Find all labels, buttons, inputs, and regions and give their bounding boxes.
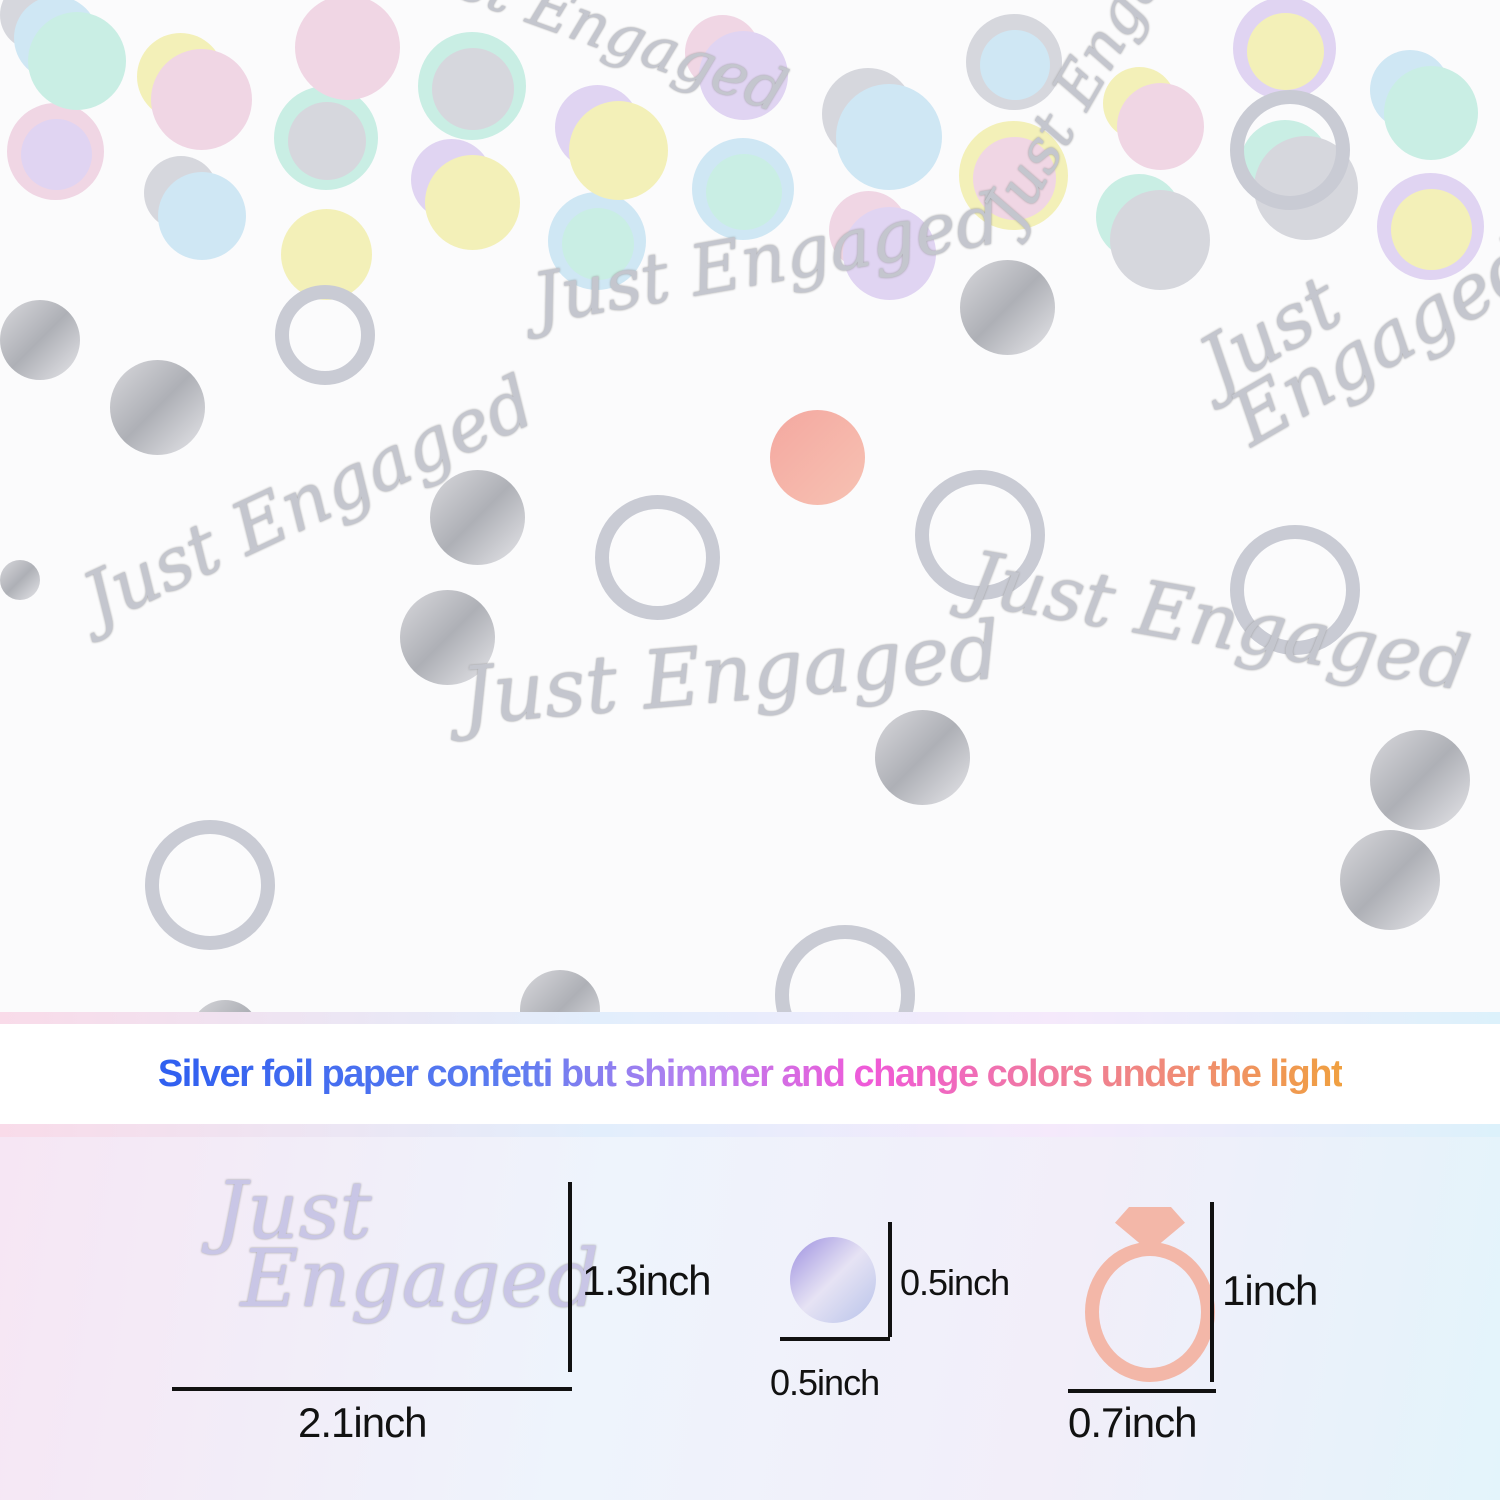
dot-piece-image <box>790 1237 876 1323</box>
confetti-dot <box>569 101 668 200</box>
confetti-dot <box>1110 190 1210 290</box>
dot-width-label: 0.5inch <box>770 1362 880 1403</box>
ring-height-label: 1inch <box>1222 1267 1318 1314</box>
confetti-dot <box>770 410 865 505</box>
ring-width-label: 0.7inch <box>1068 1399 1197 1446</box>
confetti-dot <box>0 560 40 600</box>
headline-band: Silver foil paper confetti but shimmer a… <box>0 1012 1500 1137</box>
confetti-dot <box>425 155 520 250</box>
confetti-dot <box>1247 13 1324 90</box>
confetti-dot <box>288 102 366 180</box>
confetti-ring <box>595 495 720 620</box>
script-width-label: 2.1inch <box>298 1399 427 1446</box>
confetti-dot <box>158 172 246 260</box>
confetti-just-engaged: Just Engaged <box>961 533 1476 709</box>
confetti-dot <box>960 260 1055 355</box>
confetti-dot <box>110 360 205 455</box>
confetti-dot <box>980 30 1050 100</box>
confetti-photo: Just Engaged Just Engaged Just Engaged Just… <box>0 0 1500 1012</box>
script-piece-image: Just Engaged <box>215 1164 600 1325</box>
confetti-dot <box>1340 830 1440 930</box>
confetti-dot <box>1370 730 1470 830</box>
headline: Silver foil paper confetti but shimmer a… <box>157 1052 1344 1095</box>
height-arrow <box>1210 1202 1214 1382</box>
confetti-dot <box>1384 66 1478 160</box>
confetti-dot <box>21 119 92 190</box>
confetti-ring <box>775 925 915 1012</box>
script-height-label: 1.3inch <box>582 1257 711 1304</box>
width-arrow <box>1068 1389 1216 1393</box>
ring-piece-image <box>1085 1242 1215 1382</box>
confetti-dot <box>400 590 495 685</box>
height-arrow <box>888 1222 892 1337</box>
confetti-dot <box>28 12 126 110</box>
dot-height-label: 0.5inch <box>900 1262 1010 1303</box>
confetti-dot <box>1391 189 1472 270</box>
confetti-dot <box>151 49 252 150</box>
confetti-dot <box>190 1000 260 1012</box>
confetti-dot <box>973 137 1056 220</box>
confetti-dot <box>295 0 400 100</box>
confetti-dot <box>843 207 936 300</box>
confetti-ring <box>1230 90 1350 210</box>
width-arrow <box>780 1337 890 1341</box>
confetti-dot <box>699 31 788 120</box>
confetti-dot <box>562 208 634 280</box>
confetti-dot <box>706 154 782 230</box>
height-arrow <box>568 1182 572 1372</box>
confetti-dot <box>281 209 372 300</box>
confetti-dot <box>520 970 600 1012</box>
confetti-dot <box>432 48 514 130</box>
confetti-dot <box>1117 83 1204 170</box>
confetti-ring <box>145 820 275 950</box>
confetti-dot <box>836 84 942 190</box>
confetti-dot <box>0 300 80 380</box>
confetti-dot <box>430 470 525 565</box>
confetti-dot <box>875 710 970 805</box>
dimensions-panel: Just Engaged 1.3inch 2.1inch 0.5inch 0.5… <box>0 1137 1500 1500</box>
confetti-ring <box>275 285 375 385</box>
width-arrow <box>172 1387 572 1391</box>
